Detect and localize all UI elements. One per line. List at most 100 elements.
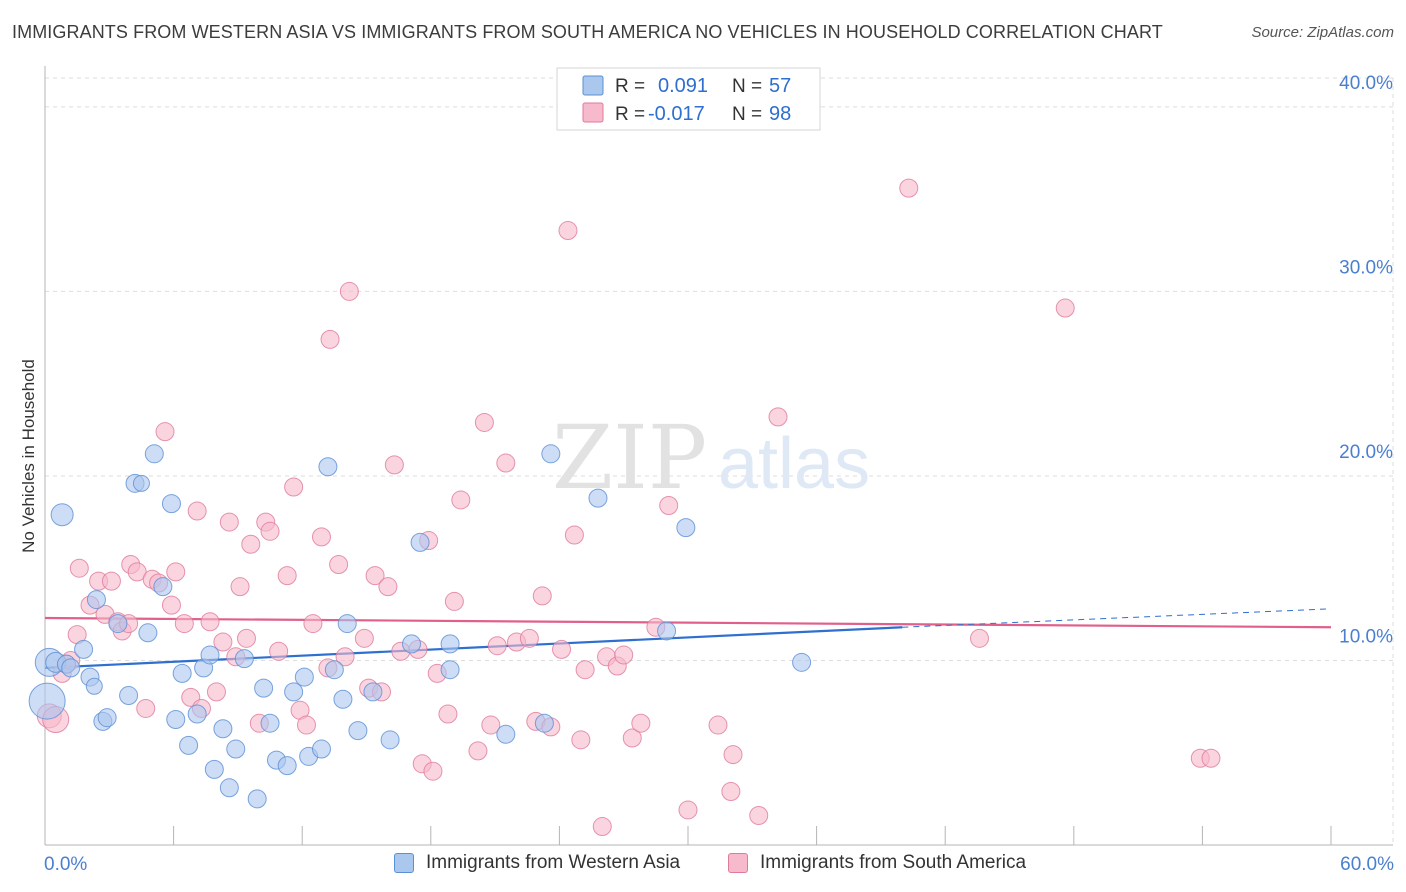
point-south-america: [161, 595, 181, 615]
x-tick-label: 60.0%: [1340, 854, 1394, 875]
point-south-america: [708, 715, 728, 735]
legend-n-label-2: N =: [732, 104, 762, 125]
point-western-asia: [200, 645, 220, 665]
point-western-asia: [260, 713, 280, 733]
point-south-america: [592, 817, 612, 837]
point-western-asia: [204, 759, 224, 779]
point-south-america: [101, 571, 121, 591]
point-south-america: [575, 660, 595, 680]
point-south-america: [127, 562, 147, 582]
point-south-america: [622, 728, 642, 748]
point-western-asia: [284, 682, 304, 702]
point-western-asia: [226, 739, 246, 759]
point-western-asia: [219, 778, 239, 798]
data-points: [28, 178, 1221, 837]
point-western-asia: [348, 721, 368, 741]
bottom-legend: Immigrants from Western Asia Immigrants …: [0, 852, 1406, 878]
point-western-asia: [657, 621, 677, 641]
watermark-zip: ZIP: [552, 406, 707, 509]
legend-swatch-western-asia: [394, 853, 414, 873]
tick-labels: 10.0% 20.0% 30.0% 40.0% 0.0% 60.0%: [44, 73, 1394, 875]
point-south-america: [303, 614, 323, 634]
point-western-asia: [541, 444, 561, 464]
point-south-america: [468, 741, 488, 761]
chart-title: IMMIGRANTS FROM WESTERN ASIA VS IMMIGRAN…: [12, 22, 1163, 42]
point-western-asia: [166, 710, 186, 730]
point-south-america: [260, 521, 280, 541]
point-western-asia: [318, 457, 338, 477]
point-south-america: [136, 698, 156, 718]
point-south-america: [749, 805, 769, 825]
point-western-asia: [277, 756, 297, 776]
point-western-asia: [108, 614, 128, 634]
legend-label-south-america: Immigrants from South America: [760, 852, 1027, 873]
point-south-america: [969, 628, 989, 648]
point-south-america: [269, 641, 289, 661]
point-south-america: [1201, 748, 1221, 768]
point-western-asia: [534, 713, 554, 733]
point-western-asia: [50, 503, 74, 527]
point-western-asia: [294, 667, 314, 687]
point-western-asia: [247, 789, 267, 809]
legend-item-south-america: Immigrants from South America: [728, 852, 1026, 874]
point-western-asia: [153, 577, 173, 597]
point-south-america: [496, 453, 516, 473]
point-western-asia: [676, 518, 696, 538]
point-south-america: [444, 591, 464, 611]
trend-line-south-america: [44, 616, 1332, 629]
watermark-atlas: atlas: [718, 424, 870, 504]
legend-label-western-asia: Immigrants from Western Asia: [426, 852, 681, 873]
point-western-asia: [132, 474, 150, 492]
point-south-america: [519, 628, 539, 648]
point-western-asia: [179, 735, 199, 755]
point-south-america: [768, 407, 788, 427]
point-south-america: [284, 477, 304, 497]
point-south-america: [423, 761, 443, 781]
point-south-america: [230, 577, 250, 597]
point-south-america: [631, 713, 651, 733]
point-south-america: [378, 577, 398, 597]
point-western-asia: [337, 614, 357, 634]
point-south-america: [187, 501, 207, 521]
y-axis-label: No Vehicles in Household: [19, 359, 38, 553]
legend-top: R = 0.091 N = 57 R = -0.017 N = 98: [556, 67, 821, 131]
point-western-asia: [311, 739, 331, 759]
point-south-america: [571, 730, 591, 750]
legend-n-value-2: 98: [769, 103, 791, 125]
point-western-asia: [363, 682, 383, 702]
point-western-asia: [333, 689, 353, 709]
trend-line-western-asia: [44, 626, 903, 669]
point-south-america: [552, 639, 572, 659]
point-south-america: [438, 704, 458, 724]
point-western-asia: [85, 677, 103, 695]
point-western-asia: [588, 488, 608, 508]
point-south-america: [277, 566, 297, 586]
point-south-america: [487, 636, 507, 656]
point-western-asia: [440, 660, 460, 680]
point-south-america: [558, 221, 578, 241]
legend-r-value-1: 0.091: [658, 75, 708, 97]
point-south-america: [200, 612, 220, 632]
point-western-asia: [440, 634, 460, 654]
point-western-asia: [402, 634, 422, 654]
trend-lines: [44, 608, 1332, 669]
point-western-asia: [213, 719, 233, 739]
point-south-america: [335, 647, 355, 667]
source-note: Source: ZipAtlas.com: [1251, 24, 1394, 41]
point-south-america: [721, 781, 741, 801]
legend-n-value-1: 57: [769, 75, 791, 97]
point-western-asia: [496, 724, 516, 744]
point-south-america: [899, 178, 919, 198]
legend-r-label-2: R =: [615, 104, 645, 125]
point-south-america: [296, 715, 316, 735]
point-western-asia: [86, 590, 106, 610]
point-western-asia: [380, 730, 400, 750]
point-south-america: [219, 512, 239, 532]
point-western-asia: [74, 639, 94, 659]
y-tick-label: 40.0%: [1339, 73, 1393, 94]
point-south-america: [69, 558, 89, 578]
y-tick-label: 10.0%: [1339, 626, 1393, 647]
point-western-asia: [161, 494, 181, 514]
legend-r-value-2: -0.017: [648, 103, 705, 125]
